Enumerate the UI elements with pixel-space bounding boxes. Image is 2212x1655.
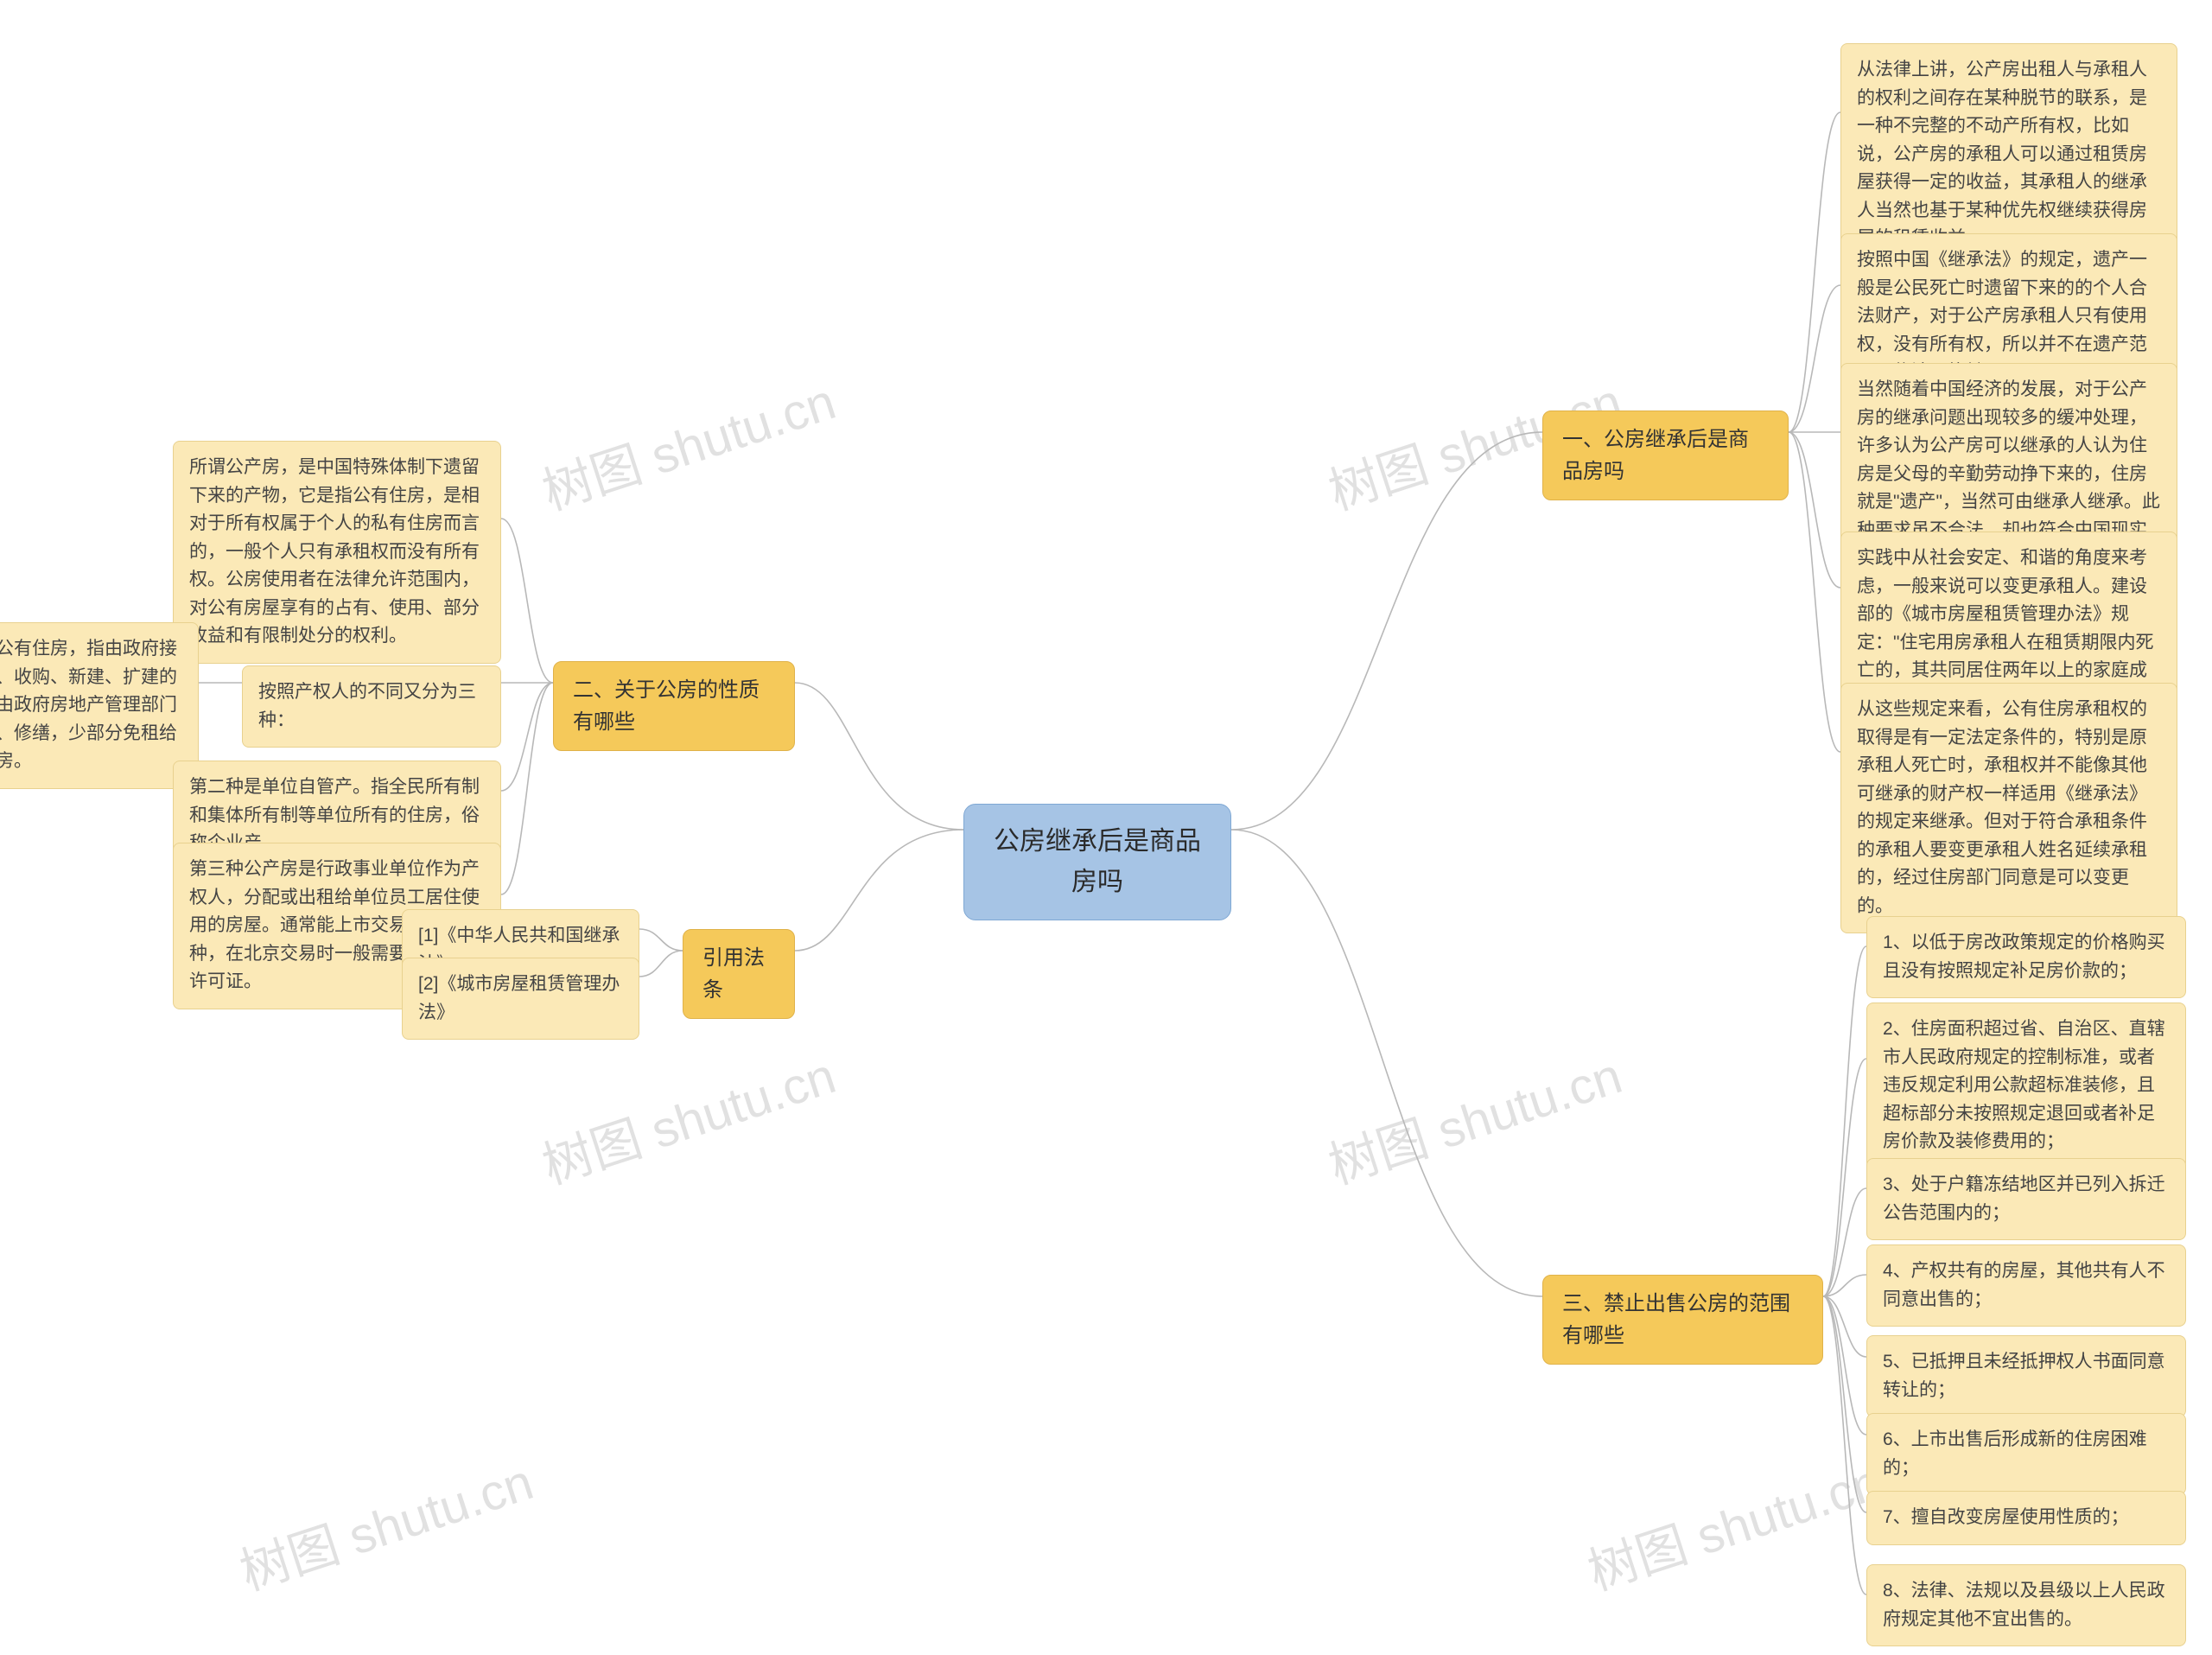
branch-1[interactable]: 一、公房继承后是商品房吗 xyxy=(1542,411,1789,500)
mindmap-canvas: 树图 shutu.cn 树图 shutu.cn 树图 shutu.cn 树图 s… xyxy=(0,0,2212,1655)
branch-3[interactable]: 三、禁止出售公房的范围有哪些 xyxy=(1542,1275,1823,1365)
leaf-3-7: 8、法律、法规以及县级以上人民政府规定其他不宜出售的。 xyxy=(1866,1564,2186,1646)
watermark: 树图 shutu.cn xyxy=(532,1035,843,1198)
leaf-3-4: 5、已抵押且未经抵押权人书面同意转让的； xyxy=(1866,1335,2186,1417)
watermark: 树图 shutu.cn xyxy=(1578,1442,1889,1604)
leaf-3-6: 7、擅自改变房屋使用性质的； xyxy=(1866,1491,2186,1545)
leaf-3-3: 4、产权共有的房屋，其他共有人不同意出售的； xyxy=(1866,1244,2186,1327)
watermark: 树图 shutu.cn xyxy=(230,1442,541,1604)
leaf-2-sub-0: 第一种是直管公有住房，指由政府接管，国家出租、收购、新建、扩建的住房，大多数由政… xyxy=(0,622,199,789)
leaf-1-4: 从这些规定来看，公有住房承租权的取得是有一定法定条件的，特别是原承租人死亡时，承… xyxy=(1840,683,2177,933)
leaf-2-sub-label: 按照产权人的不同又分为三种： xyxy=(242,665,501,748)
leaf-2-0: 所谓公产房，是中国特殊体制下遗留下来的产物，它是指公有住房，是相对于所有权属于个… xyxy=(173,441,501,664)
leaf-3-2: 3、处于户籍冻结地区并已列入拆迁公告范围内的； xyxy=(1866,1158,2186,1240)
leaf-4-1: [2]《城市房屋租赁管理办法》 xyxy=(402,958,639,1040)
watermark: 树图 shutu.cn xyxy=(532,361,843,524)
watermark: 树图 shutu.cn xyxy=(1319,1035,1630,1198)
leaf-3-5: 6、上市出售后形成新的住房困难的； xyxy=(1866,1413,2186,1495)
branch-2[interactable]: 二、关于公房的性质有哪些 xyxy=(553,661,795,751)
root-node[interactable]: 公房继承后是商品房吗 xyxy=(963,804,1231,920)
leaf-3-1: 2、住房面积超过省、自治区、直辖市人民政府规定的控制标准，或者违反规定利用公款超… xyxy=(1866,1003,2186,1169)
leaf-3-0: 1、以低于房改政策规定的价格购买且没有按照规定补足房价款的； xyxy=(1866,916,2186,998)
branch-4[interactable]: 引用法条 xyxy=(683,929,795,1019)
